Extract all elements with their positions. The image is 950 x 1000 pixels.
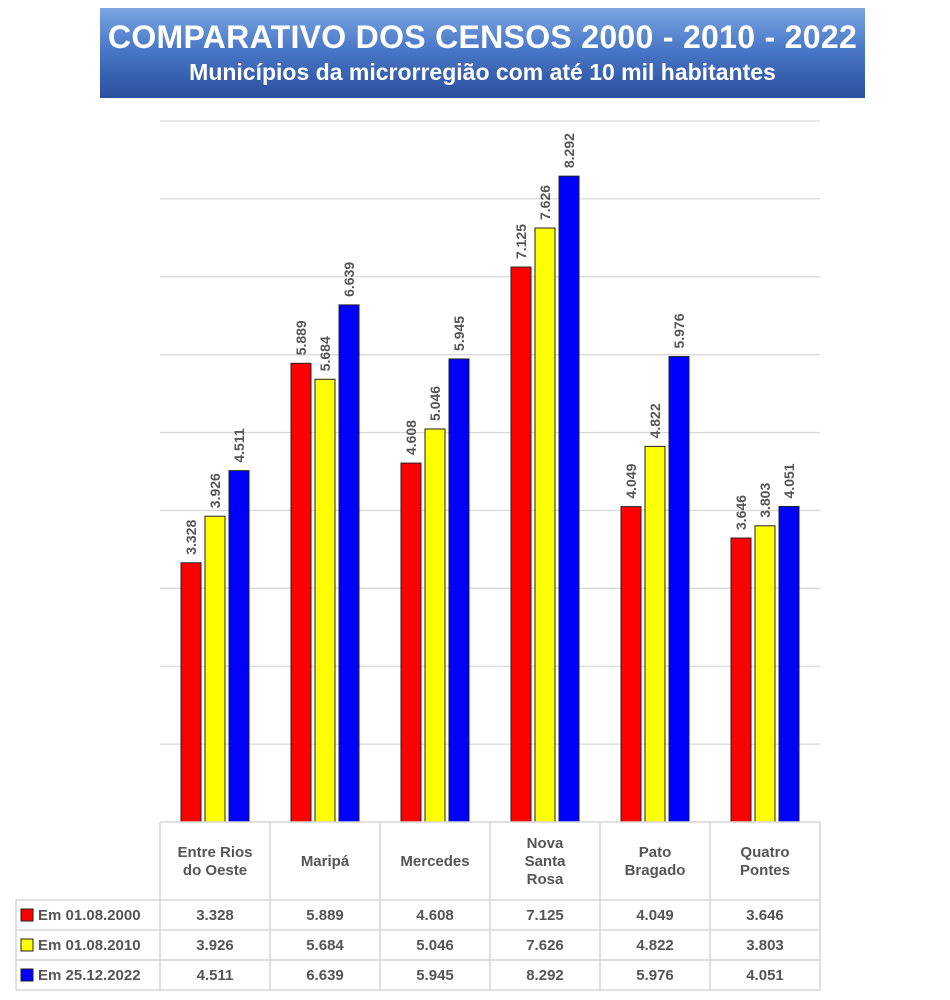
table-cell: 3.328 [196,907,234,924]
data-label: 7.626 [537,185,553,220]
category-label: Quatro [740,844,789,861]
bar [644,445,666,823]
table-cell: 4.051 [746,967,784,984]
chart-title-banner: COMPARATIVO DOS CENSOS 2000 - 2010 - 202… [100,8,865,98]
data-label: 5.976 [671,313,687,348]
table-cell: 3.926 [196,937,234,954]
bar [338,304,360,823]
chart-subtitle: Municípios da microrregião com até 10 mi… [189,59,776,85]
bar [448,358,470,823]
bar [180,562,202,823]
data-label: 6.639 [341,262,357,297]
data-label: 4.822 [647,403,663,438]
bar [620,506,642,823]
bar [778,505,800,823]
data-label: 4.051 [781,463,797,498]
table-cell: 5.684 [306,937,344,954]
data-label: 3.328 [183,520,199,555]
table-cell: 4.511 [197,967,234,984]
legend-label: Em 25.12.2022 [38,967,141,984]
category-label: Pato [639,844,672,861]
data-label: 4.511 [231,428,247,462]
data-label: 7.125 [513,224,529,259]
bar [730,537,752,823]
table-cell: 8.292 [526,967,564,984]
data-label: 5.889 [293,320,309,355]
table-cell: 4.822 [636,937,674,954]
legend-label: Em 01.08.2010 [38,937,141,954]
data-label: 3.646 [733,495,749,530]
category-label: Mercedes [400,853,469,870]
data-label: 8.292 [561,133,577,168]
category-label: Maripá [301,853,350,870]
category-label: do Oeste [183,862,247,879]
table-cell: 4.608 [416,907,454,924]
category-label: Santa [525,853,567,870]
data-label: 3.926 [207,473,223,508]
category-label: Nova [527,835,564,852]
category-label: Pontes [740,862,790,879]
table-cell: 5.945 [416,967,454,984]
category-label: Rosa [527,871,564,888]
table-cell: 7.125 [526,907,564,924]
chart-title: COMPARATIVO DOS CENSOS 2000 - 2010 - 202… [107,19,858,55]
table-cell: 3.803 [746,937,784,954]
data-label: 5.684 [317,336,333,371]
legend-label: Em 01.08.2000 [38,907,141,924]
bar [314,378,336,823]
table-cell: 5.046 [416,937,454,954]
table-cell: 5.976 [636,967,674,984]
data-label: 5.046 [427,386,443,421]
table-cell: 7.626 [526,937,564,954]
bar [228,470,250,823]
table-cell: 5.889 [306,907,344,924]
bar [290,362,312,823]
bar [510,266,532,823]
bar [424,428,446,823]
bar [204,515,226,823]
bar [668,356,690,823]
data-label: 4.049 [623,463,639,498]
legend-swatch [20,968,34,982]
data-label: 4.608 [403,420,419,455]
table-cell: 6.639 [306,967,344,984]
table-cell: 4.049 [636,907,674,924]
bar [754,525,776,823]
category-label: Entre Rios [177,844,252,861]
data-label: 3.803 [757,483,773,518]
bar [400,462,422,823]
bar [534,227,556,823]
table-cell: 3.646 [746,907,784,924]
category-label: Bragado [625,862,686,879]
bar [558,175,580,823]
legend-swatch [20,908,34,922]
data-label: 5.945 [451,316,467,351]
legend-swatch [20,938,34,952]
